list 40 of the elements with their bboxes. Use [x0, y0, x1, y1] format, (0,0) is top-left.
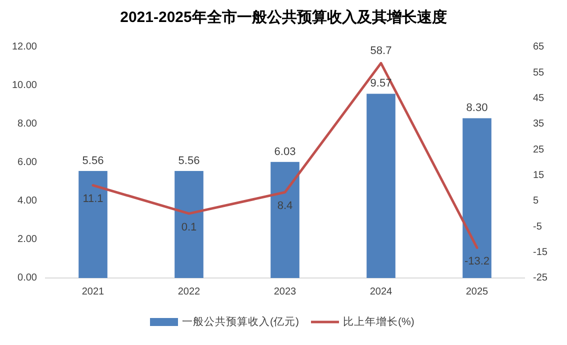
text: 8.30: [466, 102, 488, 114]
bar: [174, 170, 204, 278]
y-tick-label: 10.00: [12, 80, 38, 92]
x-tick-label: 2025: [466, 286, 489, 298]
chart-title: 2021-2025年全市一般公共预算收入及其增长速度: [120, 8, 447, 26]
legend-label: 比上年增长(%): [343, 314, 414, 328]
text: 5.56: [82, 154, 104, 167]
y2-tick-label: 55: [533, 67, 545, 78]
text: 8.4: [277, 200, 293, 212]
y-tick-label: 8.00: [18, 118, 38, 130]
y-tick-label: 12.00: [12, 42, 38, 53]
text: 6.03: [274, 146, 296, 158]
y2-tick-label: -25: [533, 272, 548, 284]
text: 11.1: [82, 193, 104, 206]
bar: [366, 94, 396, 278]
y-tick-label: 6.00: [18, 157, 38, 168]
y2-tick-label: 35: [533, 118, 545, 130]
text: 58.7: [370, 45, 392, 58]
y2-tick-label: -5: [533, 221, 542, 232]
x-tick-label: 2023: [274, 286, 297, 298]
legend-label: 一般公共预算收入(亿元): [182, 314, 299, 328]
x-tick-label: 2021: [82, 286, 105, 298]
y-tick-label: 0.00: [18, 272, 38, 284]
bar: [78, 170, 108, 278]
text: 5.56: [178, 154, 200, 167]
y2-tick-label: 15: [533, 170, 545, 181]
y2-tick-label: 5: [533, 196, 539, 207]
y2-tick-label: 45: [533, 92, 545, 104]
y2-tick-label: -15: [533, 246, 548, 258]
text: -13.2: [464, 256, 490, 268]
y-tick-label: 2.00: [18, 234, 38, 246]
y2-tick-label: 25: [533, 144, 545, 156]
x-tick-label: 2022: [178, 286, 201, 298]
text: 0.1: [181, 221, 197, 234]
bar: [270, 162, 300, 278]
y2-tick-label: 65: [533, 42, 545, 53]
text: 9.57: [370, 78, 392, 90]
y-tick-label: 4.00: [18, 196, 38, 207]
x-tick-label: 2024: [370, 286, 393, 298]
bar: [462, 118, 492, 278]
